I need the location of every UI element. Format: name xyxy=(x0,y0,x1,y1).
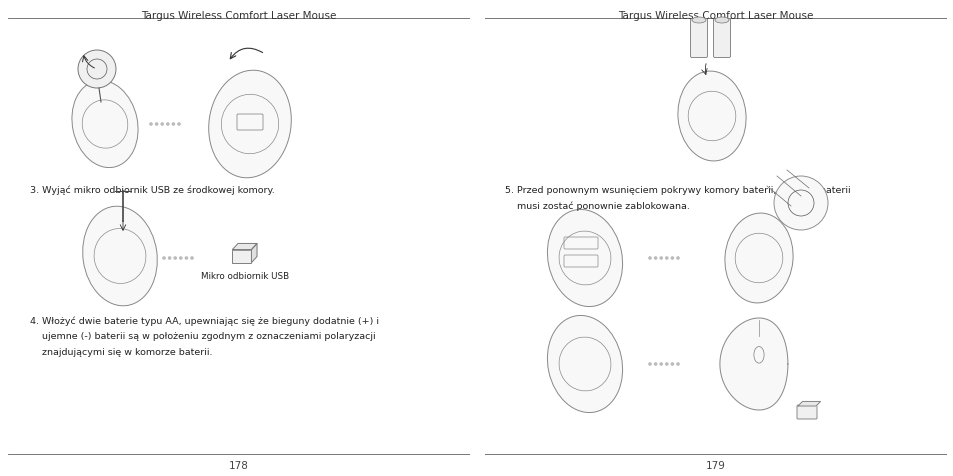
Circle shape xyxy=(677,258,679,259)
Ellipse shape xyxy=(83,207,157,306)
Circle shape xyxy=(659,363,661,366)
Ellipse shape xyxy=(71,81,138,168)
Circle shape xyxy=(185,258,188,259)
Text: musi zostać ponownie zablokowana.: musi zostać ponownie zablokowana. xyxy=(504,201,689,210)
Ellipse shape xyxy=(724,214,792,303)
Ellipse shape xyxy=(691,18,705,24)
Ellipse shape xyxy=(678,72,745,161)
Text: 5. Przed ponownym wsunięciem pokrywy komory baterii, blokada baterii: 5. Przed ponownym wsunięciem pokrywy kom… xyxy=(504,186,850,195)
Circle shape xyxy=(163,258,165,259)
Text: 179: 179 xyxy=(705,460,724,470)
Circle shape xyxy=(773,177,827,230)
Circle shape xyxy=(677,363,679,366)
Circle shape xyxy=(179,258,182,259)
Text: 4. Włożyć dwie baterie typu AA, upewniając się że bieguny dodatnie (+) i: 4. Włożyć dwie baterie typu AA, upewniaj… xyxy=(30,317,378,326)
Text: Targus Wireless Comfort Laser Mouse: Targus Wireless Comfort Laser Mouse xyxy=(141,11,335,21)
Circle shape xyxy=(191,258,193,259)
Circle shape xyxy=(169,258,171,259)
Circle shape xyxy=(648,258,650,259)
Polygon shape xyxy=(720,318,787,410)
Polygon shape xyxy=(797,402,820,406)
FancyBboxPatch shape xyxy=(690,20,707,59)
Ellipse shape xyxy=(209,71,291,178)
Text: 3. Wyjąć mikro odbiornik USB ze środkowej komory.: 3. Wyjąć mikro odbiornik USB ze środkowe… xyxy=(30,186,274,195)
Circle shape xyxy=(671,363,673,366)
FancyBboxPatch shape xyxy=(796,405,816,419)
Circle shape xyxy=(155,124,157,126)
Circle shape xyxy=(173,258,176,259)
Text: ujemne (-) baterii są w położeniu zgodnym z oznaczeniami polaryzacji: ujemne (-) baterii są w położeniu zgodny… xyxy=(30,332,375,341)
Circle shape xyxy=(78,51,116,89)
Circle shape xyxy=(665,258,667,259)
Polygon shape xyxy=(252,244,256,263)
Circle shape xyxy=(665,363,667,366)
Text: znajdującymi się w komorze baterii.: znajdującymi się w komorze baterii. xyxy=(30,347,213,356)
Ellipse shape xyxy=(547,316,622,413)
Circle shape xyxy=(167,124,169,126)
Ellipse shape xyxy=(547,210,622,307)
Text: 178: 178 xyxy=(229,460,248,470)
Circle shape xyxy=(177,124,180,126)
Circle shape xyxy=(150,124,152,126)
Text: Mikro odbiornik USB: Mikro odbiornik USB xyxy=(201,272,289,281)
Circle shape xyxy=(654,363,656,366)
Polygon shape xyxy=(233,244,256,250)
FancyBboxPatch shape xyxy=(713,20,730,59)
Ellipse shape xyxy=(714,18,728,24)
Circle shape xyxy=(654,258,656,259)
Text: Targus Wireless Comfort Laser Mouse: Targus Wireless Comfort Laser Mouse xyxy=(618,11,812,21)
Circle shape xyxy=(648,363,650,366)
FancyBboxPatch shape xyxy=(233,250,252,263)
Circle shape xyxy=(172,124,174,126)
Circle shape xyxy=(161,124,163,126)
Circle shape xyxy=(671,258,673,259)
Circle shape xyxy=(659,258,661,259)
